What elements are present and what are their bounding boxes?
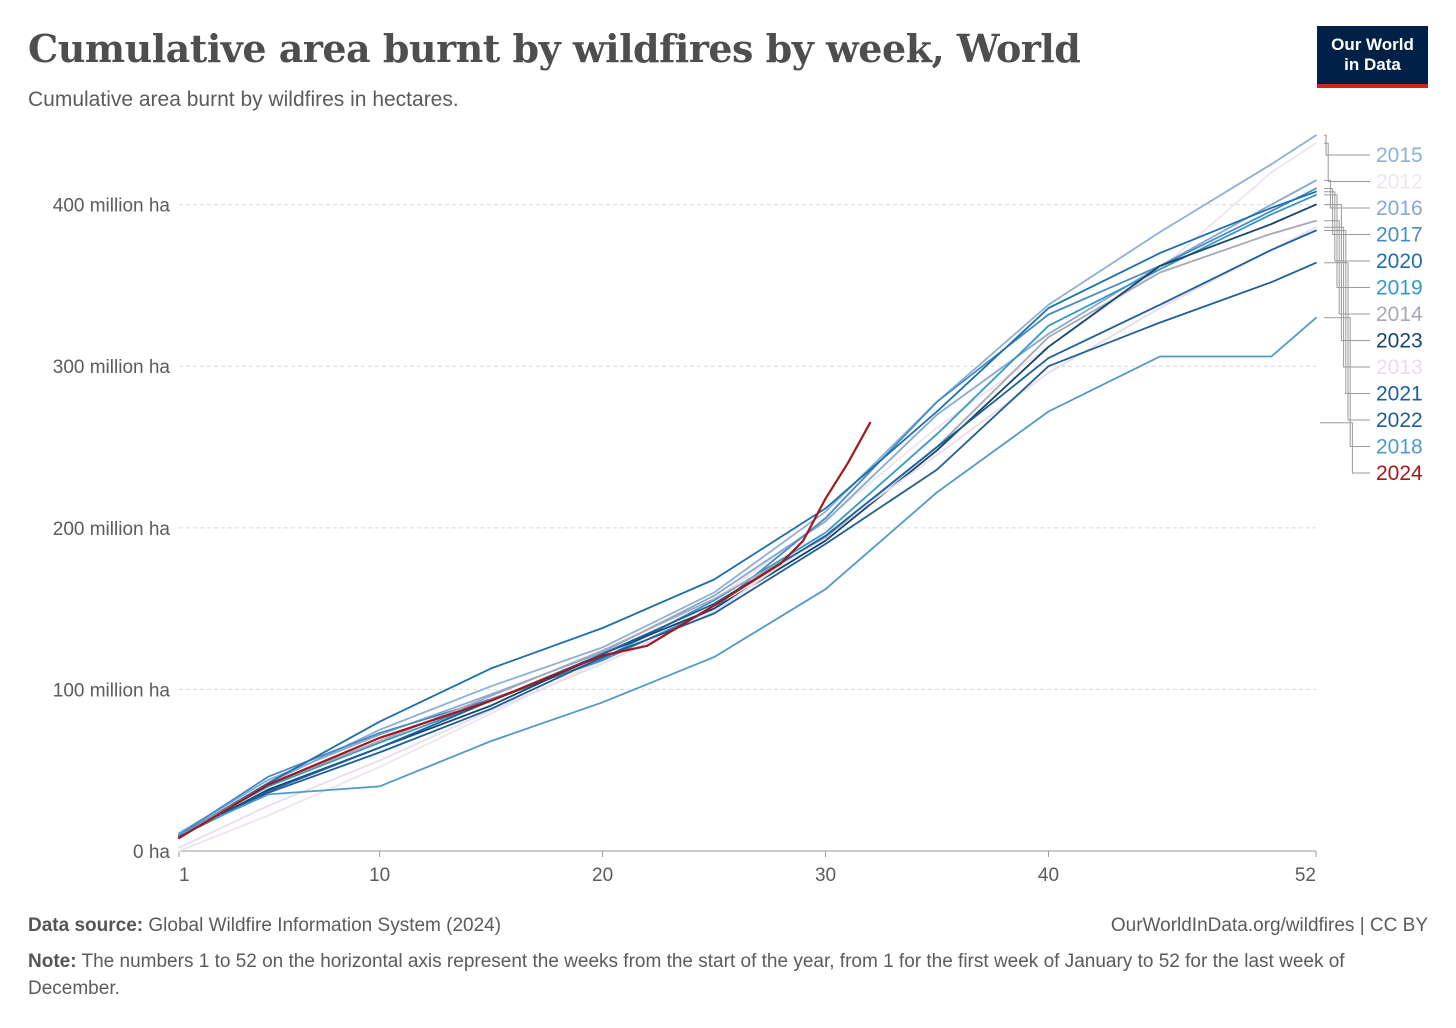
legend-connector-2022 bbox=[1324, 262, 1370, 421]
line-chart[interactable]: 0 ha 100 million ha 200 million ha 300 mill… bbox=[0, 0, 1456, 900]
legend-connectors bbox=[1320, 134, 1370, 474]
y-tick-label: 400 million ha bbox=[53, 196, 171, 217]
x-axis: 1 10 20 30 40 52 bbox=[178, 850, 1317, 886]
legend-label-2019[interactable]: 2019 bbox=[1376, 277, 1423, 300]
legend-label-2021[interactable]: 2021 bbox=[1376, 383, 1423, 406]
legend-label-2023[interactable]: 2023 bbox=[1376, 330, 1423, 353]
x-tick-label: 30 bbox=[815, 865, 836, 886]
series-line-2015[interactable] bbox=[178, 134, 1317, 836]
data-source-label: Data source: bbox=[28, 915, 144, 936]
chart-note: Note: The numbers 1 to 52 on the horizon… bbox=[28, 948, 1418, 1002]
grid-lines bbox=[179, 204, 1316, 690]
x-tick-label: 1 bbox=[179, 865, 190, 886]
series-line-2018[interactable] bbox=[178, 316, 1317, 836]
x-tick-label: 10 bbox=[369, 865, 390, 886]
legend-labels[interactable]: 2015 2012 2016 2017 2020 2019 2014 2023 2013 2021… bbox=[1376, 144, 1423, 485]
legend-label-2012[interactable]: 2012 bbox=[1376, 171, 1423, 194]
page-subtitle: Cumulative area burnt by wildfires in he… bbox=[28, 88, 459, 111]
y-tick-label: 0 ha bbox=[133, 842, 170, 863]
legend-label-2013[interactable]: 2013 bbox=[1376, 356, 1423, 379]
legend-connector-2015 bbox=[1324, 134, 1370, 156]
data-source-text[interactable]: Global Wildfire Information System (2024… bbox=[148, 915, 502, 936]
x-tick-label: 20 bbox=[592, 865, 613, 886]
y-tick-label: 200 million ha bbox=[53, 519, 171, 540]
legend-label-2015[interactable]: 2015 bbox=[1376, 144, 1423, 167]
series-line-2016[interactable] bbox=[178, 179, 1317, 835]
y-tick-label: 100 million ha bbox=[53, 680, 171, 701]
logo-line-1: Our World bbox=[1331, 35, 1414, 54]
legend-connector-2013 bbox=[1324, 226, 1370, 368]
legend-label-2017[interactable]: 2017 bbox=[1376, 224, 1423, 247]
data-source: Data source: Global Wildfire Information… bbox=[28, 915, 501, 937]
series-line-2014[interactable] bbox=[178, 219, 1317, 838]
legend-label-2018[interactable]: 2018 bbox=[1376, 436, 1423, 459]
legend-label-2014[interactable]: 2014 bbox=[1376, 303, 1423, 326]
legend-label-2024[interactable]: 2024 bbox=[1376, 462, 1423, 485]
y-tick-label: 300 million ha bbox=[53, 357, 171, 378]
legend-connector-2021 bbox=[1324, 230, 1370, 394]
page-title: Cumulative area burnt by wildfires by we… bbox=[28, 26, 1081, 71]
legend-label-2016[interactable]: 2016 bbox=[1376, 197, 1423, 220]
legend-connector-2020 bbox=[1324, 191, 1370, 262]
legend-connector-2023 bbox=[1324, 204, 1370, 341]
series-line-2017[interactable] bbox=[178, 187, 1317, 836]
owid-logo[interactable]: Our World in Data bbox=[1317, 26, 1428, 88]
x-tick-label: 40 bbox=[1038, 865, 1059, 886]
series-line-2012[interactable] bbox=[178, 142, 1317, 852]
note-label: Note: bbox=[28, 951, 77, 972]
legend-connector-2018 bbox=[1324, 317, 1370, 447]
series-line-2019[interactable] bbox=[178, 193, 1317, 836]
series-line-2020[interactable] bbox=[178, 190, 1317, 838]
legend-connector-2016 bbox=[1324, 179, 1370, 209]
legend-connector-2024 bbox=[1320, 422, 1370, 474]
series-line-2023[interactable] bbox=[178, 203, 1317, 838]
legend-label-2022[interactable]: 2022 bbox=[1376, 409, 1423, 432]
logo-line-2: in Data bbox=[1344, 55, 1401, 74]
legend-label-2020[interactable]: 2020 bbox=[1376, 250, 1423, 273]
source-url-license[interactable]: OurWorldInData.org/wildfires | CC BY bbox=[1110, 915, 1428, 936]
legend-connector-2017 bbox=[1324, 188, 1370, 235]
series-line-2013[interactable] bbox=[178, 226, 1317, 849]
y-axis-tick-labels: 0 ha 100 million ha 200 million ha 300 mill… bbox=[53, 196, 171, 863]
series-lines[interactable] bbox=[177, 134, 1317, 852]
legend-connector-2019 bbox=[1324, 194, 1370, 288]
note-text: The numbers 1 to 52 on the horizontal ax… bbox=[28, 951, 1345, 999]
legend-connector-2012 bbox=[1324, 142, 1370, 182]
series-line-2022[interactable] bbox=[178, 261, 1317, 838]
legend-connector-2014 bbox=[1324, 220, 1370, 315]
x-tick-label: 52 bbox=[1295, 865, 1316, 886]
series-line-2024[interactable] bbox=[177, 421, 872, 840]
